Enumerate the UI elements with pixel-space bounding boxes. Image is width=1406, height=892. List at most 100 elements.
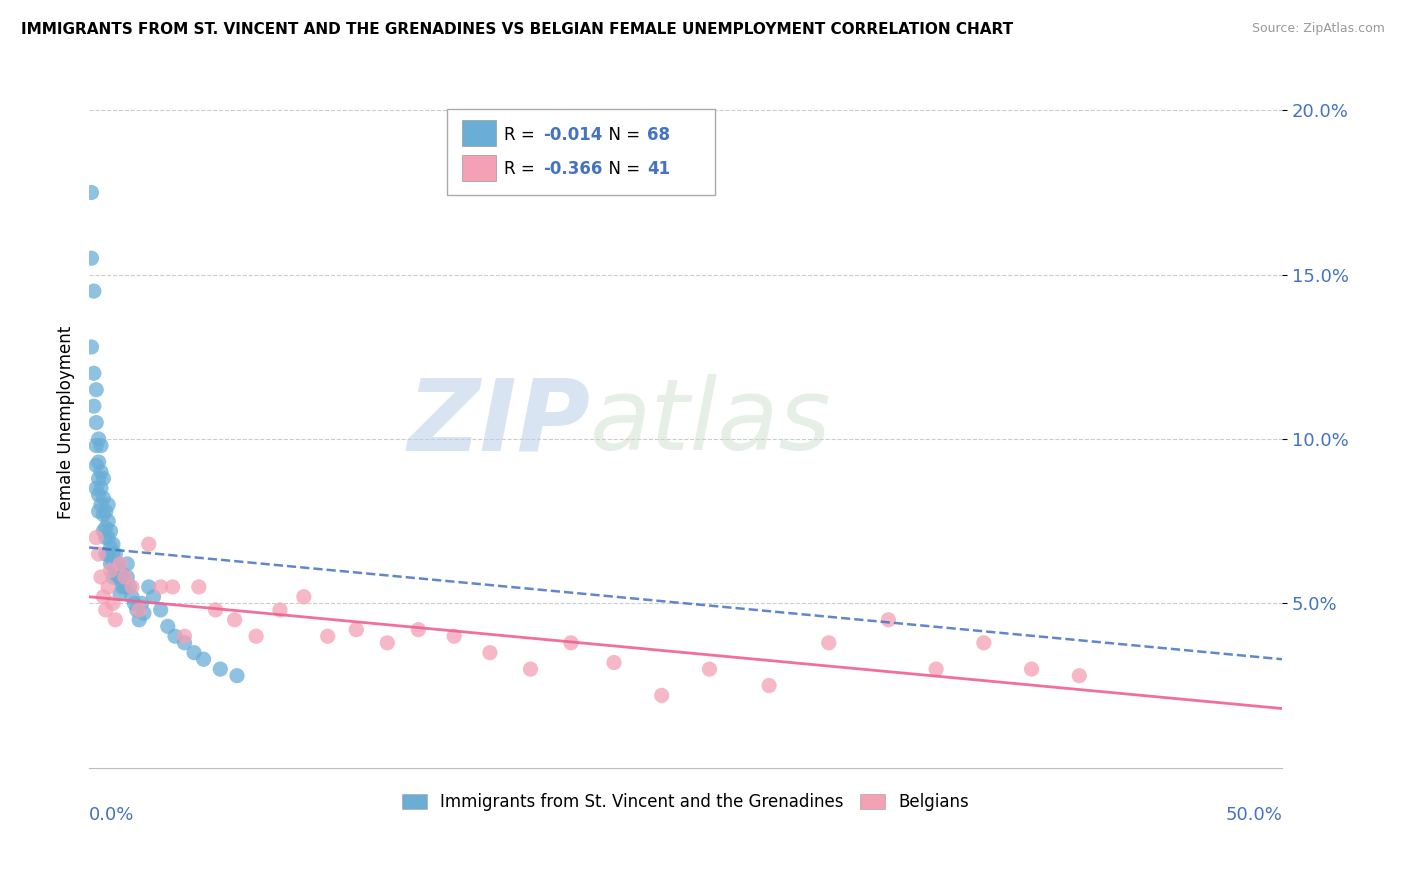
Text: 41: 41	[647, 160, 671, 178]
Point	[93, 508, 115, 522]
Point	[94, 504, 117, 518]
Point	[132, 606, 155, 620]
Point	[101, 570, 124, 584]
Point	[90, 465, 112, 479]
Point	[90, 570, 112, 584]
Point	[100, 524, 122, 538]
Point	[90, 498, 112, 512]
Point	[344, 623, 367, 637]
Point	[80, 186, 103, 200]
Point	[93, 471, 115, 485]
Text: N =: N =	[599, 160, 645, 178]
Point	[101, 547, 124, 561]
Point	[101, 596, 124, 610]
Point	[84, 481, 107, 495]
Y-axis label: Female Unemployment: Female Unemployment	[58, 326, 75, 519]
Point	[80, 340, 103, 354]
Point	[104, 564, 127, 578]
Point	[84, 439, 107, 453]
Point	[121, 590, 143, 604]
Point	[114, 570, 136, 584]
Text: atlas: atlas	[591, 374, 832, 471]
Point	[97, 547, 120, 561]
Point	[121, 580, 143, 594]
Text: 68: 68	[647, 126, 671, 144]
FancyBboxPatch shape	[447, 109, 716, 194]
Point	[97, 514, 120, 528]
Point	[125, 603, 148, 617]
Point	[443, 629, 465, 643]
Point	[118, 580, 141, 594]
Point	[84, 458, 107, 473]
Point	[107, 570, 129, 584]
Point	[97, 580, 120, 594]
Point	[560, 636, 582, 650]
Text: 0.0%: 0.0%	[89, 805, 135, 823]
Point	[149, 603, 172, 617]
Point	[292, 590, 315, 604]
Text: 50.0%: 50.0%	[1225, 805, 1282, 823]
Point	[1069, 668, 1091, 682]
Point	[478, 646, 501, 660]
Point	[97, 531, 120, 545]
Point	[101, 557, 124, 571]
Point	[94, 547, 117, 561]
Point	[83, 399, 105, 413]
Point	[226, 668, 249, 682]
Text: -0.014: -0.014	[544, 126, 603, 144]
Point	[83, 284, 105, 298]
Point	[193, 652, 215, 666]
Point	[162, 580, 184, 594]
Point	[87, 547, 110, 561]
Point	[107, 557, 129, 571]
Point	[128, 603, 150, 617]
Point	[149, 580, 172, 594]
Point	[758, 679, 780, 693]
Point	[93, 524, 115, 538]
Point	[83, 366, 105, 380]
Point	[100, 541, 122, 555]
Point	[877, 613, 900, 627]
Point	[124, 596, 146, 610]
Text: R =: R =	[505, 160, 540, 178]
Point	[111, 570, 134, 584]
Text: ZIP: ZIP	[408, 374, 591, 471]
Point	[224, 613, 246, 627]
Point	[108, 564, 131, 578]
Point	[100, 557, 122, 571]
Point	[1021, 662, 1043, 676]
Point	[204, 603, 226, 617]
Text: -0.366: -0.366	[544, 160, 603, 178]
Point	[87, 432, 110, 446]
Point	[93, 491, 115, 505]
Point	[104, 547, 127, 561]
Point	[87, 471, 110, 485]
Point	[128, 613, 150, 627]
Point	[269, 603, 291, 617]
Point	[316, 629, 339, 643]
Text: IMMIGRANTS FROM ST. VINCENT AND THE GRENADINES VS BELGIAN FEMALE UNEMPLOYMENT CO: IMMIGRANTS FROM ST. VINCENT AND THE GREN…	[21, 22, 1014, 37]
Point	[131, 596, 153, 610]
Point	[97, 498, 120, 512]
Point	[973, 636, 995, 650]
Point	[90, 439, 112, 453]
Point	[117, 570, 139, 584]
Point	[108, 557, 131, 571]
Point	[245, 629, 267, 643]
Point	[94, 603, 117, 617]
Point	[111, 580, 134, 594]
Point	[84, 416, 107, 430]
Point	[156, 619, 179, 633]
Point	[142, 590, 165, 604]
Point	[93, 590, 115, 604]
Point	[84, 531, 107, 545]
Point	[209, 662, 232, 676]
Point	[104, 613, 127, 627]
Point	[183, 646, 205, 660]
Text: R =: R =	[505, 126, 540, 144]
Legend: Immigrants from St. Vincent and the Grenadines, Belgians: Immigrants from St. Vincent and the Gren…	[395, 787, 976, 818]
Text: Source: ZipAtlas.com: Source: ZipAtlas.com	[1251, 22, 1385, 36]
Point	[699, 662, 721, 676]
Point	[84, 383, 107, 397]
Point	[101, 537, 124, 551]
